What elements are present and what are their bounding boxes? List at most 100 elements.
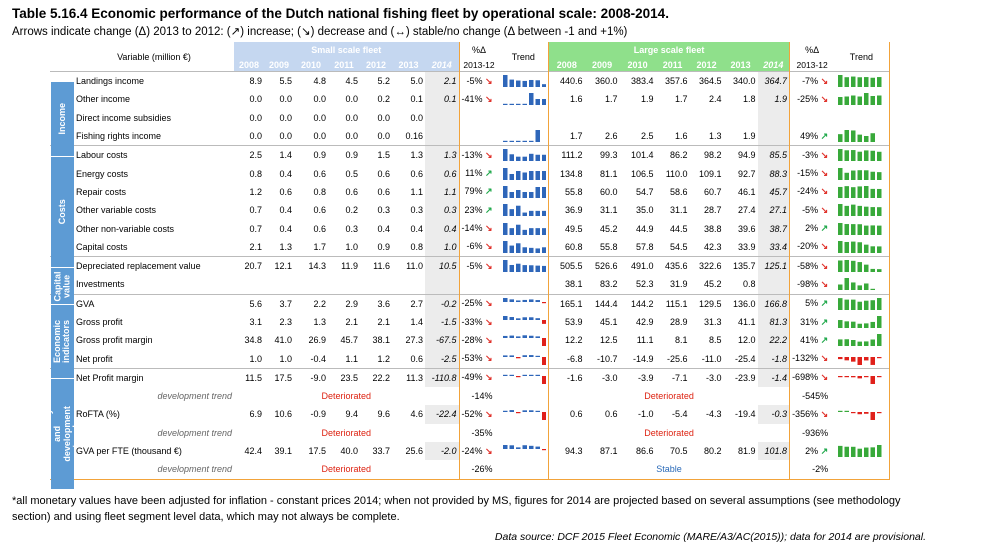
trend-bar [877, 412, 882, 414]
trend-bar [838, 75, 843, 88]
trend-bar [877, 269, 882, 273]
small-trend-sparkline [502, 130, 540, 143]
large-value: 1.6 [570, 94, 583, 105]
trend-bar [877, 225, 882, 235]
small-value: 0.6 [377, 168, 390, 179]
large-value: 85.5 [757, 145, 790, 165]
trend-bar [522, 247, 527, 253]
large-delta: -2% [789, 460, 835, 480]
trend-bar [857, 262, 863, 273]
small-delta: 79% ↗ [458, 182, 499, 202]
trend-bar [541, 356, 546, 365]
trend-bar [515, 80, 521, 88]
trend-bar [502, 240, 508, 253]
trend-bar [528, 80, 534, 88]
large-value: 57.8 [636, 241, 654, 252]
trend-bar [851, 130, 856, 143]
small-value: 4.8 [294, 71, 328, 91]
large-value: -1.6 [548, 367, 585, 388]
variable-label: Other non-variable costs [76, 223, 175, 234]
table-row: Net Profit margin 11.5 17.5 -9.0 23.5 22.2 11.… [50, 367, 890, 388]
arrow-up-icon: ↗ [482, 204, 493, 215]
trend-bar [509, 227, 514, 235]
trend-bar [541, 170, 546, 180]
trend-bar [870, 224, 876, 235]
trend-bar [541, 338, 546, 347]
small-value: 38.1 [372, 335, 390, 346]
small-trend [498, 219, 550, 238]
small-delta-value: -28% [461, 334, 483, 345]
trend-bar [844, 375, 850, 378]
table-row: Repair costs 1.2 0.6 0.8 0.6 0.6 1.1 1.1 79% ↗ 55… [50, 182, 890, 202]
large-delta: -58% ↘ [789, 255, 835, 276]
small-value: 0.2 [345, 205, 358, 216]
small-trend-sparkline [502, 149, 546, 162]
trend-bar [515, 318, 521, 320]
small-delta: -5% ↘ [458, 255, 499, 276]
large-value: 94.9 [723, 145, 758, 165]
arrow-down-icon: ↘ [482, 149, 493, 160]
small-value: 0.3 [345, 223, 358, 234]
trend-bar [522, 172, 527, 180]
trend-bar [870, 171, 876, 180]
trend-bar [509, 245, 514, 253]
large-value: 8.5 [709, 335, 722, 346]
large-delta-value: -25% [797, 93, 819, 104]
trend-bar [541, 99, 546, 106]
trend-bar [877, 207, 882, 217]
large-value: -14.9 [633, 353, 654, 364]
small-trend-sparkline [502, 410, 546, 421]
large-delta-value: 2% [805, 223, 819, 234]
arrow-up-icon: ↗ [818, 130, 829, 141]
trend-bar [870, 412, 876, 421]
arrow-down-icon: ↘ [818, 75, 829, 86]
trend-bar [864, 93, 869, 106]
small-trend [498, 71, 550, 91]
large-value [549, 109, 585, 127]
large-value: 45.2 [600, 223, 618, 234]
arrow-down-icon: ↘ [818, 353, 829, 364]
large-value: 111.2 [548, 145, 585, 165]
small-trend-sparkline [502, 297, 546, 303]
arrow-down-icon: ↘ [818, 278, 829, 289]
small-delta-sub: 2013-12 [458, 58, 499, 72]
small-value: 3.1 [249, 317, 262, 327]
trend-bar [864, 323, 869, 328]
trend-bar [502, 104, 508, 106]
small-value: 34.8 [244, 335, 262, 346]
trend-bar [870, 447, 876, 458]
table-title: Table 5.16.4 Economic performance of the… [12, 6, 669, 21]
trend-bar [502, 316, 508, 320]
large-trend-header: Trend [834, 42, 890, 72]
large-trend [834, 201, 890, 220]
trend-bar [515, 300, 521, 302]
small-value: 17.5 [308, 446, 326, 457]
small-delta-value: -33% [461, 316, 483, 327]
large-trend-sparkline [838, 278, 876, 291]
variable-label: Gross profit margin [76, 335, 153, 346]
small-delta: -13% ↘ [458, 145, 499, 165]
small-trend-sparkline [502, 185, 546, 198]
large-value: 52.3 [636, 279, 654, 290]
large-value: 12.0 [738, 335, 756, 346]
trend-bar [857, 301, 863, 310]
large-value: -11.0 [701, 353, 722, 364]
large-value: 0.8 [743, 279, 756, 290]
table-row: Gross profit margin 34.8 41.0 26.9 45.7 38.1 2… [50, 331, 890, 350]
trend-bar [502, 260, 508, 273]
arrow-up-icon: ↗ [482, 168, 493, 179]
small-value: 14.3 [294, 255, 328, 276]
trend-bar [535, 299, 540, 302]
large-value [757, 126, 790, 146]
trend-bar [502, 185, 508, 198]
trend-bar [864, 225, 869, 235]
small-value: -0.4 [310, 353, 326, 364]
large-delta: -936% [789, 423, 835, 442]
small-value: 9.4 [345, 409, 358, 420]
large-trend-sparkline [838, 75, 882, 88]
large-value: 2.5 [641, 131, 654, 142]
large-delta-value: -132% [792, 353, 819, 364]
large-value: 8.1 [675, 335, 688, 346]
trend-bar [515, 243, 521, 253]
small-value: 0.0 [249, 131, 262, 142]
